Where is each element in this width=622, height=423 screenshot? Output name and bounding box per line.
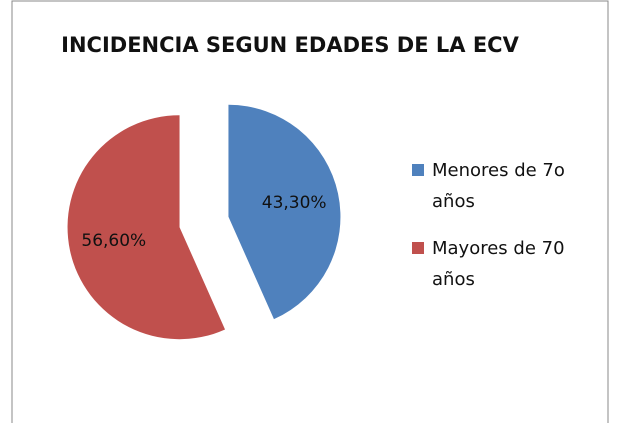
chart-title: INCIDENCIA SEGUN EDADES DE LA ECV [61, 33, 519, 57]
legend-item: Menores de 7o años [412, 155, 602, 217]
legend-swatch [412, 242, 424, 254]
data-label: 56,60% [81, 231, 146, 251]
data-label: 43,30% [262, 193, 327, 213]
pie-slice [67, 115, 226, 340]
frame [11, 0, 609, 423]
legend-label: Mayores de 70 años [432, 238, 565, 290]
pie-slice [228, 104, 341, 320]
legend-item: Mayores de 70 años [412, 233, 602, 295]
legend-label: Menores de 7o años [432, 160, 565, 212]
legend-swatch [412, 164, 424, 176]
